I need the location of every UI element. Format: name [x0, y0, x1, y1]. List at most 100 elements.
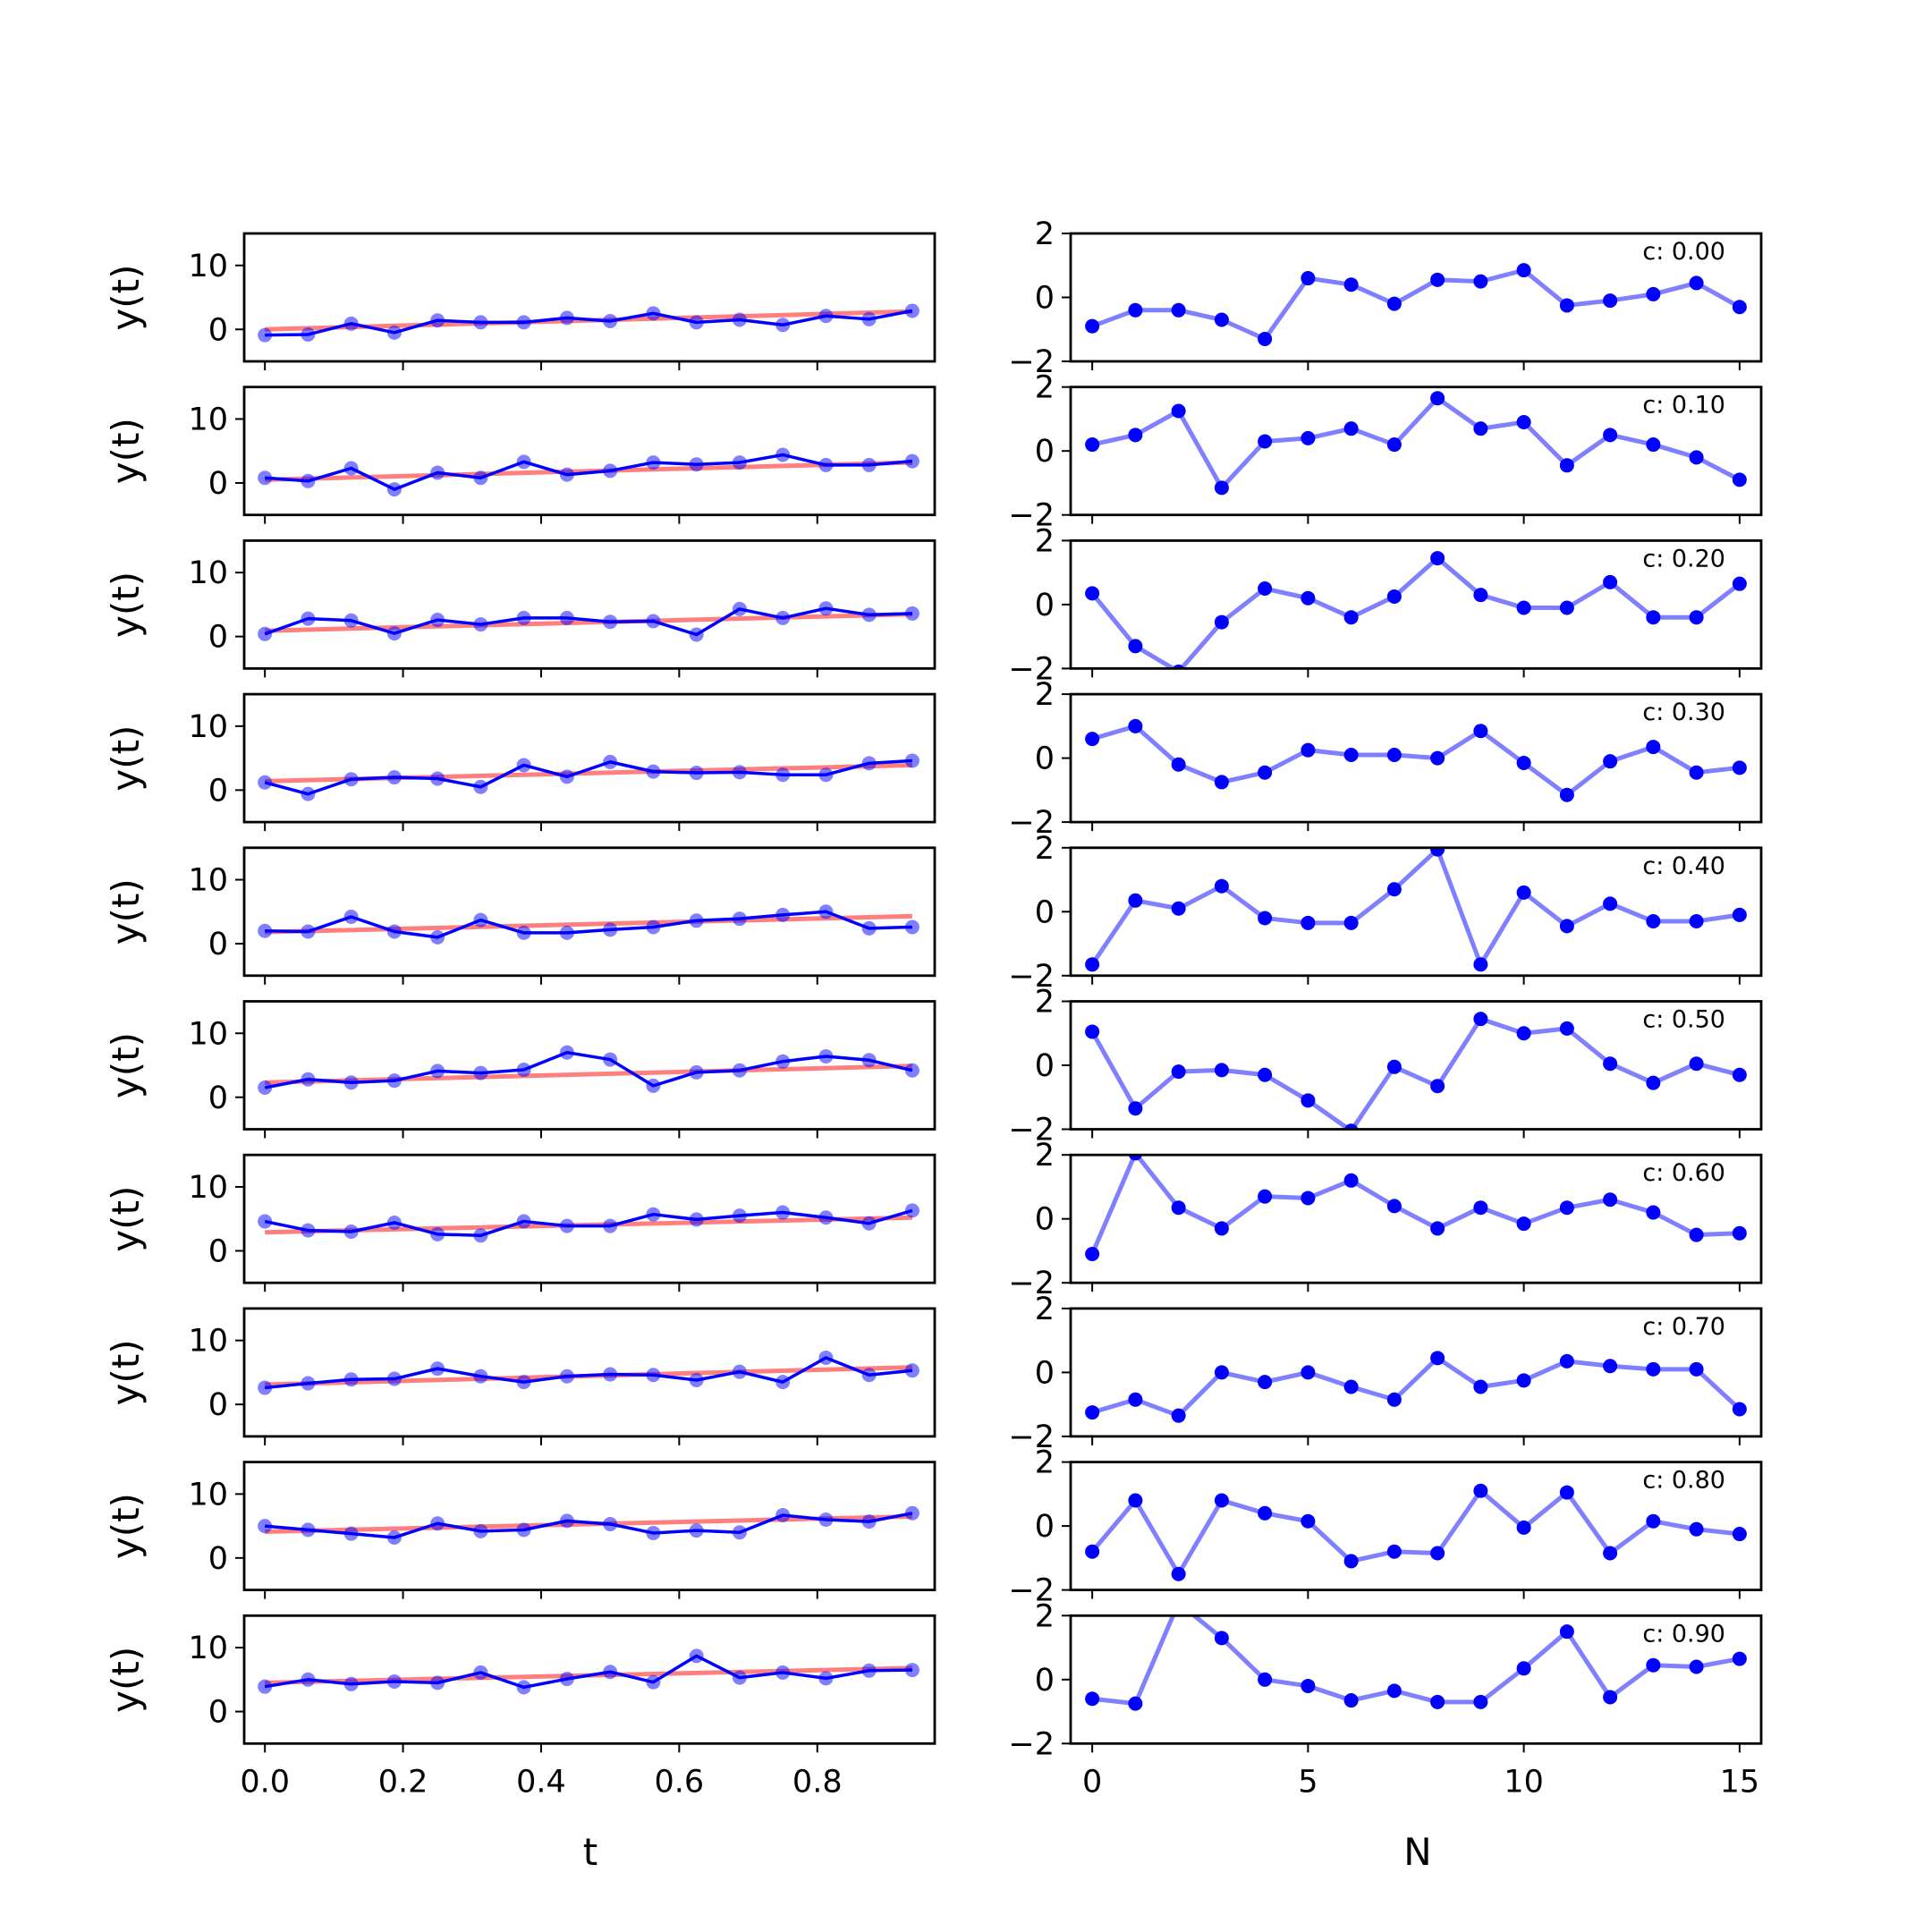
residual-point: [1085, 1544, 1100, 1559]
y-tick-label: −2: [1008, 498, 1055, 534]
residual-point: [1603, 1546, 1618, 1561]
residual-point: [1732, 1225, 1747, 1241]
right-panel-4: −2 0 2 c: 0.40: [1008, 831, 1763, 995]
residual-point: [1343, 1173, 1359, 1188]
y-tick-label: 0: [208, 1233, 228, 1269]
residual-point: [1473, 1200, 1488, 1216]
residual-point: [1386, 748, 1402, 763]
residual-point: [1473, 274, 1488, 289]
y-tick-label: −2: [1008, 1726, 1055, 1762]
y-tick-label: 0: [208, 620, 228, 656]
left-y-axis-label: y(t): [104, 1647, 148, 1713]
y-tick-label: −2: [1008, 1573, 1055, 1609]
coefficient-label: c: 0.70: [1642, 1313, 1725, 1341]
y-tick-label: 2: [1035, 523, 1055, 559]
residual-point: [1171, 901, 1186, 916]
residual-point: [1603, 1056, 1618, 1072]
residual-point: [1473, 1483, 1488, 1498]
y-tick-label: 0: [208, 773, 228, 809]
residual-point: [1430, 1351, 1445, 1366]
y-tick-label: 2: [1035, 1598, 1055, 1634]
y-tick-label: 0: [208, 1080, 228, 1116]
residual-point: [1171, 1200, 1186, 1216]
y-tick-label: 10: [188, 1016, 228, 1052]
y-tick-label: 2: [1035, 677, 1055, 713]
data-series-line: [264, 1050, 913, 1089]
coefficient-label: c: 0.50: [1642, 1006, 1725, 1034]
left-y-axis-label: y(t): [104, 1186, 148, 1252]
residual-point: [1646, 437, 1661, 453]
residual-point: [1171, 1408, 1186, 1423]
y-tick-label: 10: [188, 1631, 228, 1666]
left-panel-2: 0 10 y(t): [104, 539, 936, 678]
left-panel-7: 0 10 y(t): [104, 1307, 936, 1445]
residual-point: [1559, 1624, 1574, 1640]
left-axes-frame: [242, 386, 936, 517]
y-tick-label: 0: [1035, 741, 1055, 777]
residual-point: [1343, 610, 1359, 625]
residual-point: [1085, 957, 1100, 972]
y-tick-label: 10: [188, 709, 228, 745]
residual-point: [1430, 750, 1445, 766]
residual-point: [1301, 1678, 1316, 1693]
left-panel-1: 0 10 y(t): [104, 386, 936, 524]
y-tick-label: 0: [208, 1387, 228, 1423]
residual-point: [1603, 428, 1618, 443]
residual-point: [1732, 1527, 1747, 1542]
y-tick-label: 2: [1035, 1445, 1055, 1481]
residual-point: [1646, 1205, 1661, 1220]
residual-point: [1430, 1221, 1445, 1236]
right-panel-8: −2 0 2 c: 0.80: [1008, 1445, 1763, 1609]
x-tick-label: 5: [1298, 1764, 1318, 1800]
residual-point: [1516, 755, 1531, 770]
y-tick-label: 0: [208, 1541, 228, 1577]
left-panel-0: 0 10 y(t): [104, 232, 936, 370]
data-series-line: [265, 910, 912, 939]
residual-line: [1091, 267, 1741, 342]
y-tick-label: 0: [1035, 1048, 1055, 1084]
residual-point: [1732, 1651, 1747, 1666]
y-tick-label: 2: [1035, 831, 1055, 867]
right-panel-0: −2 0 2 c: 0.00: [1008, 216, 1763, 380]
y-tick-label: 0: [1035, 1355, 1055, 1391]
left-y-axis-label: y(t): [104, 264, 148, 330]
residual-point: [1343, 1123, 1359, 1130]
left-y-axis-label: y(t): [104, 878, 148, 945]
residual-line: [1091, 1355, 1741, 1419]
left-y-axis-label: y(t): [104, 418, 148, 484]
residual-point: [1258, 581, 1273, 597]
residual-point: [1128, 639, 1143, 654]
left-axes-frame: [242, 539, 936, 670]
y-tick-label: −2: [1008, 805, 1055, 841]
left-axes-frame: [242, 1153, 936, 1284]
residual-point: [1473, 957, 1488, 972]
y-tick-label: −2: [1008, 959, 1055, 995]
residual-point: [1085, 437, 1100, 453]
residual-point: [1085, 318, 1100, 334]
x-tick-label: 0.6: [655, 1764, 705, 1800]
residual-point: [1171, 1566, 1186, 1581]
residual-plot-area: [1085, 847, 1747, 972]
residual-point: [1386, 1199, 1402, 1214]
data-series-line: [264, 1208, 913, 1238]
residual-point: [1473, 1379, 1488, 1394]
residual-point: [1516, 415, 1531, 430]
residual-point: [1646, 1075, 1661, 1090]
left-y-axis-label: y(t): [104, 1032, 148, 1098]
residual-point: [1258, 911, 1273, 926]
y-tick-label: −2: [1008, 651, 1055, 687]
residual-point: [1603, 1690, 1618, 1705]
residual-point: [1689, 450, 1704, 465]
residual-line: [1091, 395, 1741, 490]
y-tick-label: 0: [1035, 1509, 1055, 1545]
residual-point: [1473, 588, 1488, 603]
residual-point: [1258, 331, 1273, 346]
residual-plot-area: [1085, 1155, 1747, 1262]
residual-point: [1386, 437, 1402, 453]
residual-point: [1430, 391, 1445, 406]
residual-point: [1301, 742, 1316, 758]
y-tick-label: 10: [188, 1477, 228, 1513]
residual-point: [1171, 302, 1186, 318]
residual-point: [1559, 458, 1574, 473]
